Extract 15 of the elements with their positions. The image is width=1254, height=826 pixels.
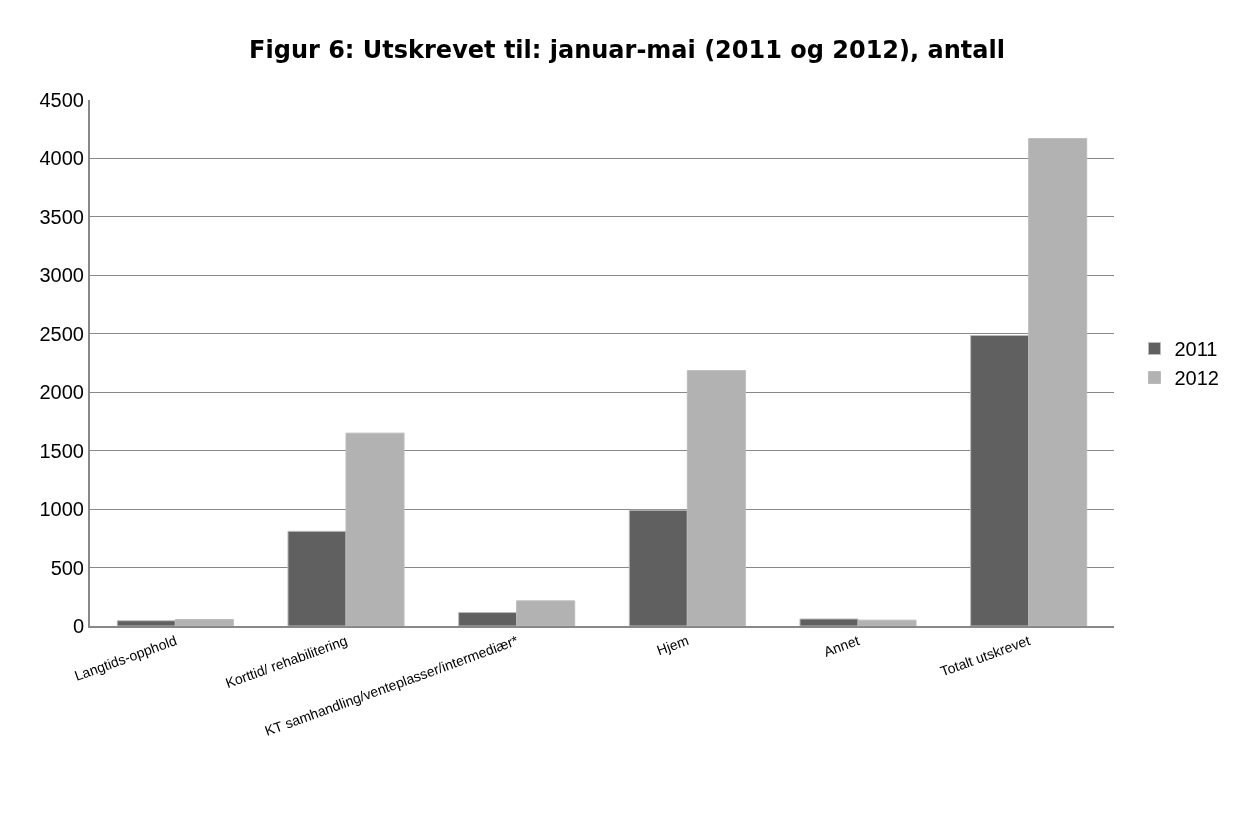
y-tick-label: 3000 xyxy=(39,264,84,287)
chart-title: Figur 6: Utskrevet til: januar-mai (2011 og 2012), antall xyxy=(249,36,1005,65)
y-tick-label: 0 xyxy=(72,615,84,637)
y-tick-label: 3500 xyxy=(39,205,84,228)
y-tick-label: 1000 xyxy=(39,498,84,521)
y-tick-label: 500 xyxy=(50,556,84,579)
legend-label: 2011 xyxy=(1174,338,1218,361)
legend-label: 2012 xyxy=(1174,367,1219,390)
y-tick-label: 4500 xyxy=(39,89,84,111)
y-tick-label: 1500 xyxy=(39,439,84,462)
y-tick-label: 2000 xyxy=(39,381,84,404)
x-tick-label: Hjem xyxy=(654,632,691,659)
y-tick-label: 2500 xyxy=(39,322,84,345)
y-tick-label: 4000 xyxy=(39,147,84,170)
x-tick-label: Annet xyxy=(821,632,862,660)
